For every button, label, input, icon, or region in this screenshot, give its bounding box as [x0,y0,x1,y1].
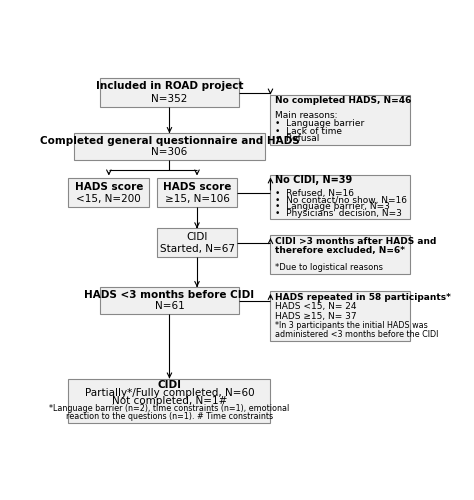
Text: CIDI: CIDI [186,232,208,241]
FancyBboxPatch shape [271,94,410,144]
Text: Completed general questionnaire and HADS: Completed general questionnaire and HADS [40,136,299,146]
Text: ≥15, N=106: ≥15, N=106 [164,194,229,204]
Text: CIDI >3 months after HADS and: CIDI >3 months after HADS and [275,237,436,246]
Text: HADS score: HADS score [74,182,143,192]
Text: Included in ROAD project: Included in ROAD project [96,82,243,92]
Text: Partially*/Fully completed, N=60: Partially*/Fully completed, N=60 [85,388,254,398]
Text: •  Lack of time: • Lack of time [275,126,342,136]
FancyBboxPatch shape [68,378,271,423]
Text: No completed HADS, N=46: No completed HADS, N=46 [275,96,411,105]
Text: HADS score: HADS score [163,182,231,192]
Text: reaction to the questions (n=1). # Time constraints: reaction to the questions (n=1). # Time … [66,412,273,422]
Text: •  Refusal: • Refusal [275,134,319,143]
FancyBboxPatch shape [156,178,237,208]
FancyBboxPatch shape [100,287,239,314]
FancyBboxPatch shape [68,178,149,208]
FancyBboxPatch shape [100,78,239,107]
Text: •  Physicians' decision, N=3: • Physicians' decision, N=3 [275,209,402,218]
Text: *Due to logistical reasons: *Due to logistical reasons [275,263,383,272]
FancyBboxPatch shape [156,228,237,258]
Text: HADS ≥15, N= 37: HADS ≥15, N= 37 [275,312,356,320]
Text: therefore excluded, N=6*: therefore excluded, N=6* [275,246,405,254]
FancyBboxPatch shape [271,235,410,274]
Text: N=306: N=306 [151,148,188,158]
Text: •  Language barrier: • Language barrier [275,119,364,128]
Text: •  No contact/no show, N=16: • No contact/no show, N=16 [275,196,407,204]
FancyBboxPatch shape [74,133,265,160]
FancyBboxPatch shape [271,291,410,341]
Text: Not completed, N=1#: Not completed, N=1# [112,396,227,406]
Text: HADS <15, N= 24: HADS <15, N= 24 [275,302,356,312]
Text: administered <3 months before the CIDI: administered <3 months before the CIDI [275,330,438,339]
Text: •  Language barrier, N=3: • Language barrier, N=3 [275,202,390,211]
Text: N=352: N=352 [151,94,188,104]
Text: •  Refused, N=16: • Refused, N=16 [275,189,354,198]
Text: No CIDI, N=39: No CIDI, N=39 [275,175,352,185]
Text: CIDI: CIDI [157,380,182,390]
Text: HADS <3 months before CIDI: HADS <3 months before CIDI [84,290,255,300]
Text: <15, N=200: <15, N=200 [76,194,141,204]
Text: *In 3 participants the initial HADS was: *In 3 participants the initial HADS was [275,321,428,330]
Text: Main reasons:: Main reasons: [275,112,337,120]
FancyBboxPatch shape [271,174,410,219]
Text: N=61: N=61 [155,302,184,312]
Text: Started, N=67: Started, N=67 [160,244,235,254]
Text: HADS repeated in 58 participants*: HADS repeated in 58 participants* [275,293,451,302]
Text: *Language barrier (n=2), time constraints (n=1), emotional: *Language barrier (n=2), time constraint… [49,404,290,413]
